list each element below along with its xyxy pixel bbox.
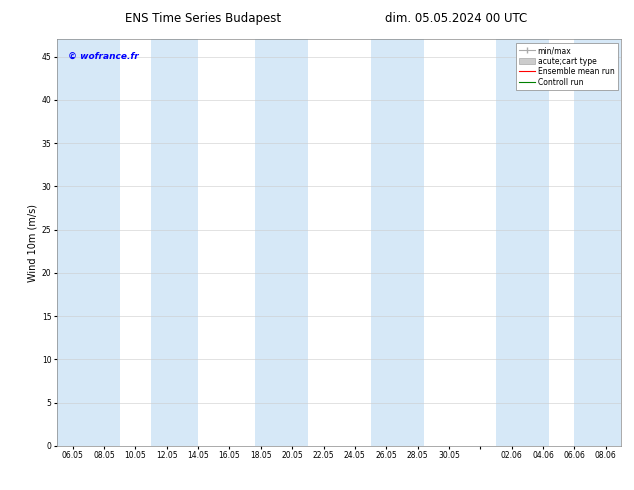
- Bar: [370, 39, 424, 446]
- Text: © wofrance.fr: © wofrance.fr: [68, 51, 139, 60]
- Bar: [151, 39, 198, 446]
- Legend: min/max, acute;cart type, Ensemble mean run, Controll run: min/max, acute;cart type, Ensemble mean …: [516, 43, 618, 90]
- Bar: [574, 39, 621, 446]
- Text: ENS Time Series Budapest: ENS Time Series Budapest: [125, 12, 281, 25]
- Y-axis label: Wind 10m (m/s): Wind 10m (m/s): [28, 203, 37, 282]
- Bar: [496, 39, 549, 446]
- Bar: [57, 39, 120, 446]
- Text: dim. 05.05.2024 00 UTC: dim. 05.05.2024 00 UTC: [385, 12, 527, 25]
- Bar: [254, 39, 308, 446]
